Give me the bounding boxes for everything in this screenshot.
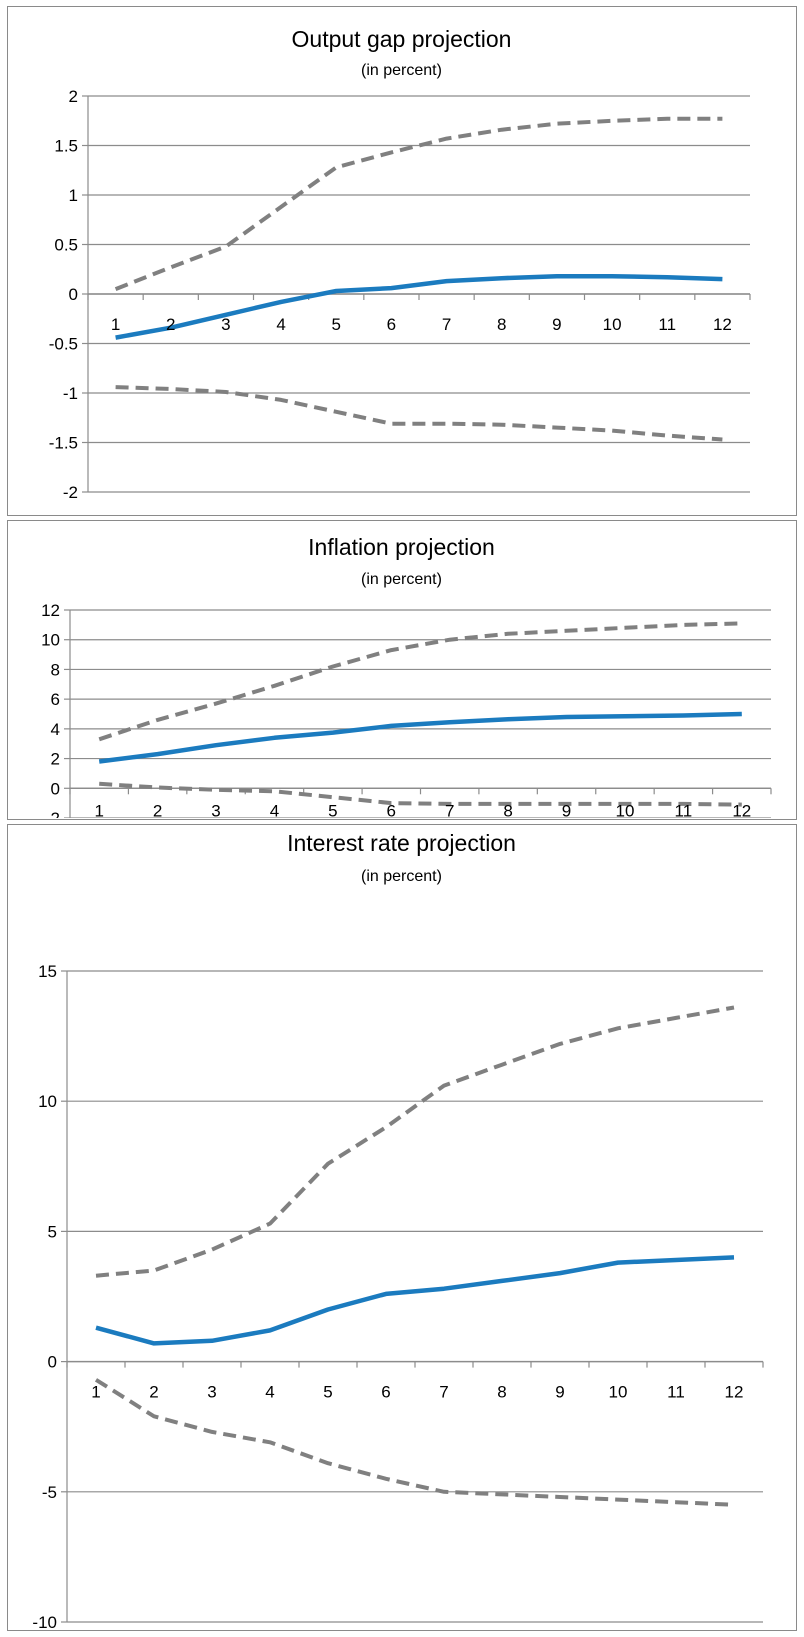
x-tick-label: 7: [442, 315, 451, 334]
x-tick-label: 6: [387, 315, 396, 334]
output-gap-chart: Output gap projection (in percent) 2 1.5 1 0.…: [49, 26, 751, 502]
chart-title: Interest rate projection: [287, 830, 516, 856]
y-tick-label: 6: [51, 690, 60, 709]
y-tick-label: -1: [63, 384, 78, 403]
chart-subtitle: (in percent): [361, 571, 442, 588]
y-tick-label: 0: [48, 1353, 57, 1372]
x-tick-label: 6: [387, 801, 396, 818]
projection-line-1: [98, 711, 742, 764]
inflation-chart-panel: Inflation projection (in percent) 12 10 8 6 4 2…: [7, 520, 797, 820]
x-tick-label: 1: [94, 801, 103, 818]
x-tick-label: 11: [658, 315, 676, 334]
x-tick-label: 4: [276, 315, 285, 334]
x-tick-label: 4: [265, 1383, 274, 1402]
x-tick-label: 1: [91, 1383, 100, 1402]
x-tick-label: 7: [439, 1383, 448, 1402]
interest-rate-chart: Interest rate projection(in percent)1510…: [32, 830, 764, 1629]
x-tick-label: 2: [166, 315, 175, 334]
x-tick-label: 10: [609, 1383, 628, 1402]
x-tick-label: 12: [713, 315, 732, 334]
y-tick-label: 1: [69, 186, 78, 205]
y-tick-label: 10: [38, 1092, 57, 1111]
x-tick-label: 2: [153, 801, 162, 818]
inflation-chart: Inflation projection(in percent)12108642…: [41, 534, 772, 818]
y-tick-label: 12: [41, 601, 60, 620]
x-tick-label: 8: [503, 801, 512, 818]
x-tick-label: 1: [111, 315, 120, 334]
x-tick-label: 5: [323, 1383, 332, 1402]
dashed-bound-line-2: [94, 1378, 735, 1507]
y-tick-label: 0.5: [54, 236, 78, 255]
x-tick-label: 5: [332, 315, 341, 334]
x-tick-label: 4: [270, 801, 279, 818]
x-tick-label: 9: [562, 801, 571, 818]
output-gap-chart-panel: Output gap projection (in percent) 2 1.5 1 0.…: [7, 6, 797, 516]
chart-title: Inflation projection: [308, 534, 495, 560]
chart-subtitle: (in percent): [361, 62, 442, 79]
chart-subtitle: (in percent): [361, 868, 442, 885]
y-tick-label: 8: [51, 660, 60, 679]
y-tick-label: 1.5: [54, 137, 78, 156]
chart-title: Output gap projection: [292, 26, 512, 52]
projection-line-1: [95, 1255, 735, 1346]
dashed-bound-line-0: [114, 116, 723, 291]
dashed-bound-line-0: [95, 1005, 735, 1278]
y-tick-label: 10: [41, 631, 60, 650]
x-tick-label: 3: [207, 1383, 216, 1402]
y-tick-label: 0: [69, 285, 78, 304]
x-tick-label: 10: [603, 315, 622, 334]
y-tick-label: -0.5: [49, 335, 78, 354]
x-tick-label: 6: [381, 1383, 390, 1402]
x-tick-label: 3: [221, 315, 230, 334]
y-tick-label: 4: [51, 720, 60, 739]
y-tick-label: -1.5: [49, 434, 78, 453]
dashed-bound-line-2: [99, 781, 742, 807]
x-tick-label: 8: [497, 315, 506, 334]
x-tick-label: 5: [328, 801, 337, 818]
x-tick-label: 9: [552, 315, 561, 334]
x-tick-label: 11: [667, 1383, 685, 1402]
y-tick-label: -2: [63, 483, 78, 502]
y-tick-label: -10: [32, 1613, 57, 1629]
y-tick-label: 0: [51, 779, 60, 798]
projection-line-1: [115, 273, 723, 340]
x-tick-label: 7: [445, 801, 454, 818]
x-tick-label: 10: [615, 801, 634, 818]
x-tick-label: 3: [211, 801, 220, 818]
y-tick-label: -5: [42, 1483, 57, 1502]
y-tick-label: -2: [45, 809, 60, 818]
x-tick-label: 9: [555, 1383, 564, 1402]
x-tick-label: 8: [497, 1383, 506, 1402]
x-tick-label: 12: [725, 1383, 744, 1402]
y-tick-label: 15: [38, 962, 57, 981]
y-tick-label: 5: [48, 1222, 57, 1241]
interest-rate-chart-panel: Interest rate projection (in percent) 15 10…: [7, 824, 797, 1631]
x-tick-label: 2: [149, 1383, 158, 1402]
dashed-bound-line-0: [98, 621, 742, 742]
x-tick-label: 11: [675, 801, 693, 818]
y-tick-label: 2: [69, 87, 78, 106]
dashed-bound-line-2: [115, 385, 723, 442]
x-tick-label: 12: [732, 801, 751, 818]
y-tick-label: 2: [51, 750, 60, 769]
